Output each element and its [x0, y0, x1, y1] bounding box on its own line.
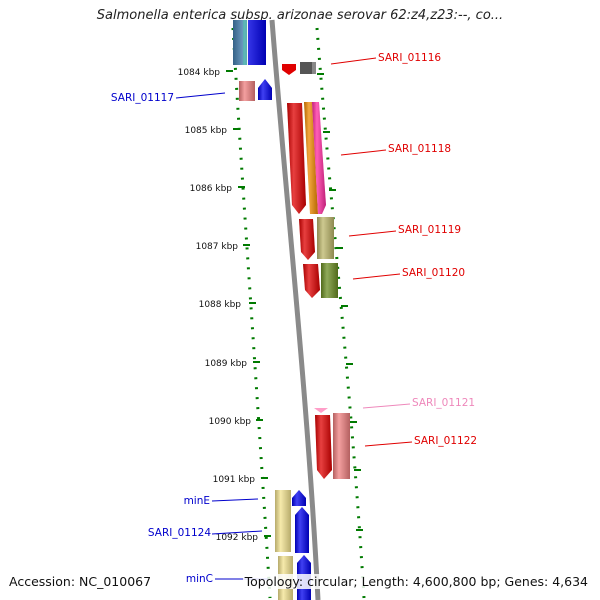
gene-SARI_01121[interactable] — [314, 408, 328, 413]
accession-label: Accession: NC_010067 — [9, 574, 152, 589]
genome-backbone — [269, 19, 321, 600]
gene-label-SARI_01117[interactable]: SARI_01117 — [111, 92, 174, 104]
gene-label-SARI_01120[interactable]: SARI_01120 — [402, 267, 465, 279]
ruler-label: 1085 kbp — [185, 126, 228, 136]
gene-top-cutoff[interactable] — [233, 20, 266, 65]
gene-labels: SARI_01116 SARI_01117 SARI_01118 SARI_01… — [111, 52, 477, 585]
gene-label-SARI_01118[interactable]: SARI_01118 — [388, 143, 451, 155]
gene-label-minC[interactable]: minC — [186, 573, 213, 585]
label-leader-lines — [175, 57, 413, 580]
gene-SARI_01117[interactable] — [239, 79, 272, 101]
ruler-labels: 1084 kbp 1085 kbp 1086 kbp 1087 kbp 1088… — [178, 68, 271, 543]
gene-label-minE[interactable]: minE — [184, 495, 210, 507]
gene-label-SARI_01124[interactable]: SARI_01124 — [148, 527, 211, 539]
ruler-label: 1090 kbp — [209, 417, 252, 427]
ruler-label: 1088 kbp — [199, 300, 242, 310]
gene-SARI_01122[interactable] — [315, 413, 350, 479]
gene-SARI_01119[interactable] — [299, 217, 334, 260]
gene-SARI_01118[interactable] — [287, 102, 326, 214]
genome-title: Salmonella enterica subsp. arizonae sero… — [96, 8, 504, 23]
gene-label-SARI_01122[interactable]: SARI_01122 — [414, 435, 477, 447]
genome-summary: Topology: circular; Length: 4,600,800 bp… — [242, 574, 590, 589]
ruler-label: 1087 kbp — [196, 242, 239, 252]
ruler-label: 1091 kbp — [213, 475, 256, 485]
ruler-label: 1089 kbp — [205, 359, 248, 369]
gene-SARI_01124[interactable] — [295, 507, 309, 553]
ruler-label: 1084 kbp — [178, 68, 221, 78]
ruler-track-left — [231, 27, 272, 599]
ruler-track-right — [315, 27, 366, 599]
ruler-label: 1086 kbp — [190, 184, 233, 194]
gene-label-SARI_01121[interactable]: SARI_01121 — [412, 397, 475, 409]
gene-SARI_01116[interactable] — [282, 62, 316, 75]
gene-label-SARI_01116[interactable]: SARI_01116 — [378, 52, 441, 64]
gene-minE[interactable] — [275, 490, 306, 552]
gene-SARI_01120[interactable] — [303, 263, 338, 298]
ruler-ticks-right — [317, 73, 363, 531]
ruler-label: 1092 kbp — [216, 533, 259, 543]
gene-label-SARI_01119[interactable]: SARI_01119 — [398, 224, 461, 236]
